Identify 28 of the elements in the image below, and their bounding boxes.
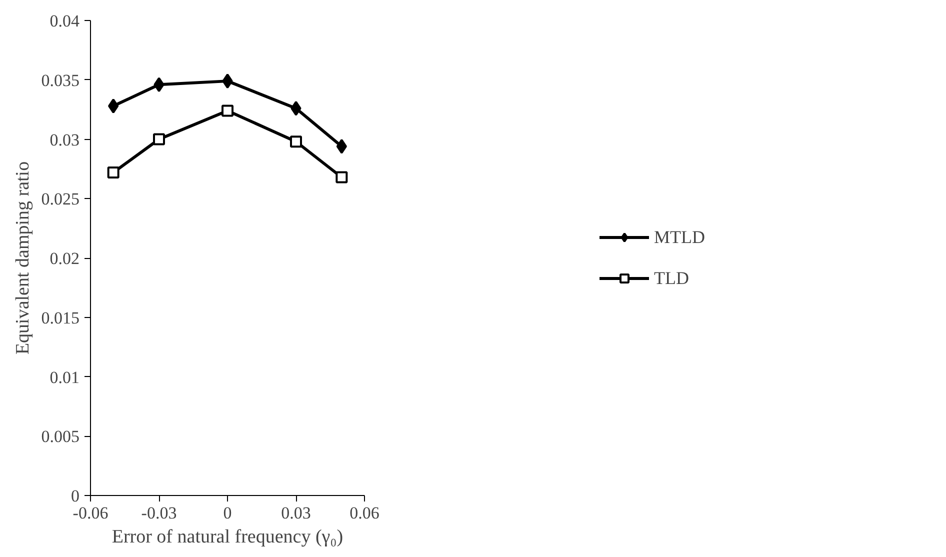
x-tick-label: 0.03 [281,504,311,522]
point [290,136,302,148]
point [154,77,164,92]
x-tick-label: 0 [223,504,232,522]
y-tick-label: 0.035 [41,70,80,90]
y-tick-label: 0.04 [50,12,80,30]
y-tick-label: 0.02 [50,249,80,268]
point [222,74,233,89]
y-tick-label: 0.01 [50,368,80,387]
point [107,166,120,178]
legend-label: TLD [654,268,689,288]
y-tick-label: 0.015 [41,308,80,328]
x-axis-title: Error of natural frequency (γ₀) [112,526,344,548]
x-tick-label: -0.06 [72,504,108,522]
x-tick-label: 0.06 [350,504,380,522]
y-axis-title: Equivalent damping ratio [12,161,34,355]
point [336,138,347,154]
y-tick-label: 0.03 [50,130,80,150]
point [153,133,165,146]
x-tick-label: -0.03 [141,504,177,522]
point [336,171,348,184]
point [290,100,302,116]
y-tick-label: 0.005 [41,427,80,446]
point [222,104,234,117]
point [108,98,119,114]
y-tick-label: 0.025 [41,190,80,209]
y-tick-label: 0 [71,486,80,506]
legend-label: MTLD [654,226,705,248]
